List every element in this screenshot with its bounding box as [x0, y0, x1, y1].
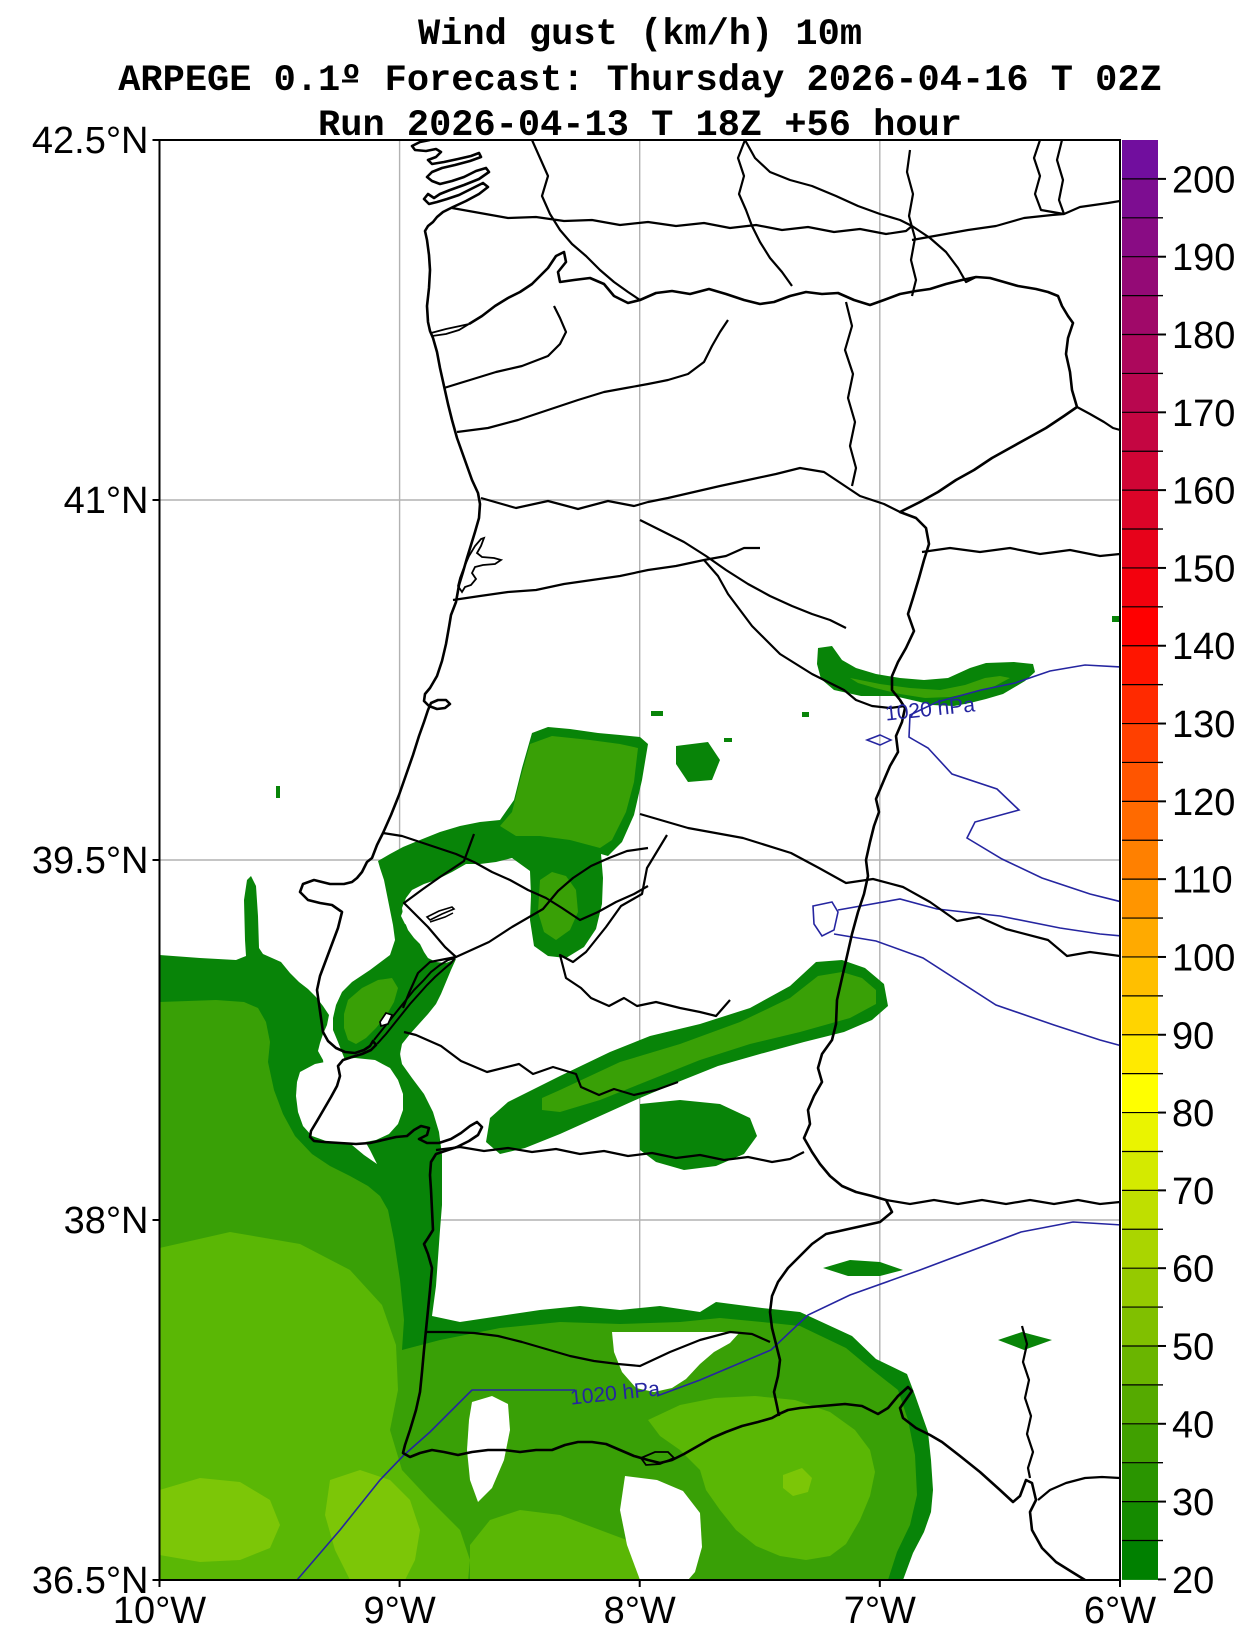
- svg-text:10°W: 10°W: [113, 1590, 206, 1632]
- svg-text:90: 90: [1172, 1015, 1214, 1057]
- svg-text:38°N: 38°N: [64, 1200, 149, 1242]
- svg-text:30: 30: [1172, 1482, 1214, 1524]
- svg-text:150: 150: [1172, 548, 1235, 590]
- svg-text:100: 100: [1172, 938, 1235, 980]
- svg-text:110: 110: [1172, 860, 1233, 902]
- svg-text:ARPEGE 0.1º Forecast: Thursday: ARPEGE 0.1º Forecast: Thursday 2026-04-1…: [118, 60, 1162, 102]
- svg-text:140: 140: [1172, 626, 1235, 668]
- svg-text:180: 180: [1172, 315, 1235, 357]
- svg-text:20: 20: [1172, 1560, 1214, 1602]
- svg-text:9°W: 9°W: [363, 1590, 435, 1632]
- svg-text:130: 130: [1172, 704, 1235, 746]
- svg-text:160: 160: [1172, 471, 1235, 513]
- svg-text:42.5°N: 42.5°N: [32, 120, 149, 162]
- svg-text:50: 50: [1172, 1327, 1214, 1369]
- svg-text:190: 190: [1172, 237, 1235, 279]
- svg-text:60: 60: [1172, 1249, 1214, 1291]
- svg-text:8°W: 8°W: [604, 1590, 676, 1632]
- svg-text:6°W: 6°W: [1084, 1590, 1156, 1632]
- svg-text:200: 200: [1172, 159, 1235, 201]
- svg-text:70: 70: [1172, 1171, 1214, 1213]
- svg-text:Run 2026-04-13 T 18Z +56 hour: Run 2026-04-13 T 18Z +56 hour: [318, 105, 962, 147]
- svg-text:7°W: 7°W: [844, 1590, 916, 1632]
- svg-text:80: 80: [1172, 1093, 1214, 1135]
- svg-text:41°N: 41°N: [64, 480, 149, 522]
- svg-text:40: 40: [1172, 1404, 1214, 1446]
- svg-text:39.5°N: 39.5°N: [32, 840, 149, 882]
- svg-text:36.5°N: 36.5°N: [32, 1560, 149, 1602]
- svg-text:Wind gust (km/h) 10m: Wind gust (km/h) 10m: [418, 14, 862, 56]
- svg-text:120: 120: [1172, 782, 1235, 824]
- svg-text:170: 170: [1172, 393, 1235, 435]
